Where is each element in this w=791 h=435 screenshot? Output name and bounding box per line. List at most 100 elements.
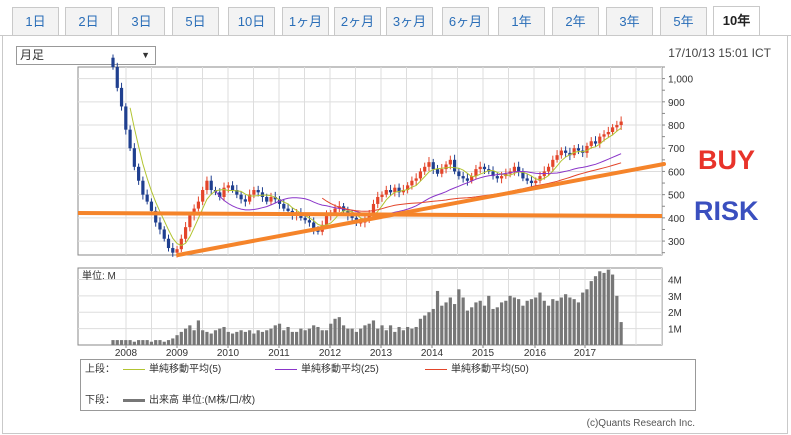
candle-body xyxy=(397,187,401,193)
legend-lower-row: 下段： 出来高 単位:(M株/口/枚) xyxy=(85,394,685,408)
volume-bar xyxy=(508,295,512,345)
volume-bar xyxy=(192,330,196,345)
volume-bar xyxy=(273,325,277,345)
volume-bar xyxy=(188,325,192,345)
ma50-line xyxy=(321,162,622,212)
volume-bar xyxy=(572,299,576,345)
tab-7[interactable]: 3ヶ月 xyxy=(386,7,433,35)
candle-body xyxy=(277,199,282,204)
tab-9[interactable]: 1年 xyxy=(498,7,545,35)
price-tick-label: 400 xyxy=(668,214,685,225)
tab-0[interactable]: 1日 xyxy=(12,7,59,35)
tab-5[interactable]: 1ヶ月 xyxy=(282,7,329,35)
volume-bar xyxy=(371,320,376,345)
volume-bar xyxy=(226,331,230,345)
legend-ma5: 単純移動平均(5) xyxy=(123,363,221,377)
volume-tick-label: 3M xyxy=(668,292,682,303)
price-tick-label: 600 xyxy=(668,167,685,178)
candle-body xyxy=(350,215,354,218)
price-tick-label: 300 xyxy=(668,237,685,248)
volume-bar xyxy=(295,331,299,345)
tab-6[interactable]: 2ヶ月 xyxy=(334,7,381,35)
volume-bar xyxy=(213,330,218,345)
volume-bar xyxy=(286,326,290,345)
volume-bar xyxy=(435,290,440,345)
period-select[interactable]: 月足 ▼ xyxy=(16,46,156,65)
volume-bar xyxy=(551,299,555,345)
volume-bar xyxy=(183,328,188,345)
legend-upper-label: 上段： xyxy=(85,364,115,375)
tab-4[interactable]: 10日 xyxy=(228,7,275,35)
period-tabs: 1日 2日 3日 5日 10日 1ヶ月 2ヶ月 3ヶ月 6ヶ月 1年 2年 3年 5年 10年 xyxy=(0,0,791,36)
candle-body xyxy=(525,178,529,181)
trend-support-line xyxy=(176,162,666,257)
tab-10[interactable]: 2年 xyxy=(552,7,599,35)
tab-underline xyxy=(0,35,791,36)
volume-bar xyxy=(615,295,619,345)
volume-bar xyxy=(333,318,337,345)
candle-body xyxy=(333,208,337,214)
candle-body xyxy=(619,121,623,126)
volume-bar xyxy=(346,328,350,345)
volume-bar xyxy=(602,272,606,345)
volume-bar xyxy=(205,331,209,345)
year-tick-label: 2014 xyxy=(421,348,444,359)
tab-2[interactable]: 3日 xyxy=(118,7,165,35)
candle-body xyxy=(602,134,606,137)
candle-body xyxy=(367,213,371,221)
candle-body xyxy=(273,196,277,200)
tab-8[interactable]: 6ヶ月 xyxy=(442,7,489,35)
candle-body xyxy=(410,180,414,186)
volume-bar xyxy=(487,295,491,345)
tab-1[interactable]: 2日 xyxy=(65,7,112,35)
price-tick-label: 1,000 xyxy=(668,75,693,86)
candle-body xyxy=(145,194,149,202)
volume-bar xyxy=(414,326,418,345)
year-tick-label: 2011 xyxy=(268,348,290,359)
volume-bar xyxy=(517,299,521,345)
volume-bar xyxy=(453,304,457,345)
volume-bar xyxy=(316,326,320,345)
legend-ma25: 単純移動平均(25) xyxy=(275,363,379,377)
volume-bar xyxy=(529,299,534,345)
resistance-line xyxy=(77,211,663,218)
candle-body xyxy=(401,190,405,193)
volume-bar xyxy=(265,330,269,345)
year-tick-label: 2016 xyxy=(524,348,547,359)
tab-12[interactable]: 5年 xyxy=(660,7,707,35)
candle-body xyxy=(265,196,269,202)
candle-body xyxy=(162,229,166,239)
tab-11[interactable]: 3年 xyxy=(606,7,653,35)
volume-bar xyxy=(354,331,358,345)
candle-body xyxy=(359,222,363,224)
volume-bar xyxy=(162,341,166,345)
candle-body xyxy=(559,150,563,156)
candle-body xyxy=(414,178,418,181)
volume-bar xyxy=(606,269,610,345)
volume-bar xyxy=(256,330,260,345)
volume-bar xyxy=(491,308,495,345)
volume-bar xyxy=(619,322,623,345)
volume-bar xyxy=(222,326,226,345)
volume-bar xyxy=(568,297,572,345)
tab-13[interactable]: 10年 xyxy=(713,6,760,36)
candle-body xyxy=(572,148,576,156)
candle-body xyxy=(388,190,393,193)
volume-bar xyxy=(179,331,183,345)
ma25-line xyxy=(215,153,622,216)
volume-bar xyxy=(559,297,563,345)
candle-body xyxy=(478,166,482,170)
tab-3[interactable]: 5日 xyxy=(172,7,219,35)
price-tick-label: 500 xyxy=(668,191,685,202)
volume-bar xyxy=(393,331,397,345)
candle-body xyxy=(427,162,431,167)
candle-body xyxy=(376,196,380,204)
candle-body xyxy=(393,187,397,193)
candle-body xyxy=(252,190,256,195)
volume-unit-label: 単位: M xyxy=(82,269,116,282)
volume-bar xyxy=(312,325,316,345)
candle-body xyxy=(124,106,128,130)
volume-bar xyxy=(235,331,239,345)
candle-body xyxy=(179,238,183,250)
volume-bar xyxy=(137,340,141,345)
